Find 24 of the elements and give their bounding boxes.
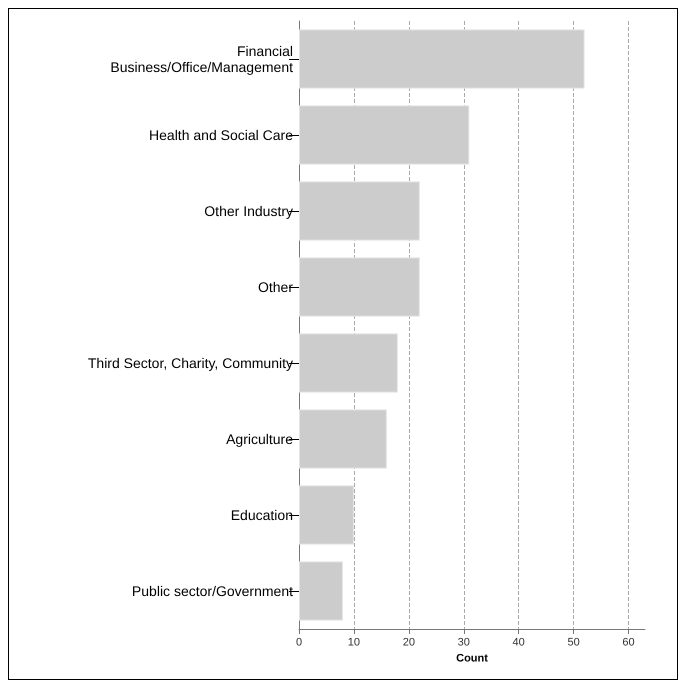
y-tick-label: Other Industry xyxy=(204,203,293,219)
x-tick-label: 40 xyxy=(512,636,525,648)
y-tick-label: Public sector/Government xyxy=(132,583,294,599)
bar xyxy=(299,561,343,621)
bar xyxy=(299,257,420,317)
x-axis-title: Count xyxy=(456,652,488,664)
x-tick-label: 10 xyxy=(348,636,360,648)
bar xyxy=(299,29,585,89)
x-tick-label: 30 xyxy=(458,636,470,648)
y-tick-label: Education xyxy=(230,507,293,523)
y-tick-label: Third Sector, Charity, Community xyxy=(88,355,293,371)
y-tick-label: Agriculture xyxy=(226,431,294,447)
x-tick-label: 50 xyxy=(567,636,580,648)
bar xyxy=(299,333,398,393)
x-tick-label: 0 xyxy=(296,636,302,648)
bar xyxy=(299,181,420,241)
y-tick-label: Other xyxy=(258,279,294,295)
y-tick-label: Health and Social Care xyxy=(149,127,294,143)
y-tick-label: Financial Business/Office/Management xyxy=(110,43,294,75)
x-tick-label: 60 xyxy=(622,636,635,648)
bar xyxy=(299,105,470,165)
x-tick-label: 20 xyxy=(402,636,415,648)
bar xyxy=(299,409,387,469)
bar xyxy=(299,485,354,545)
